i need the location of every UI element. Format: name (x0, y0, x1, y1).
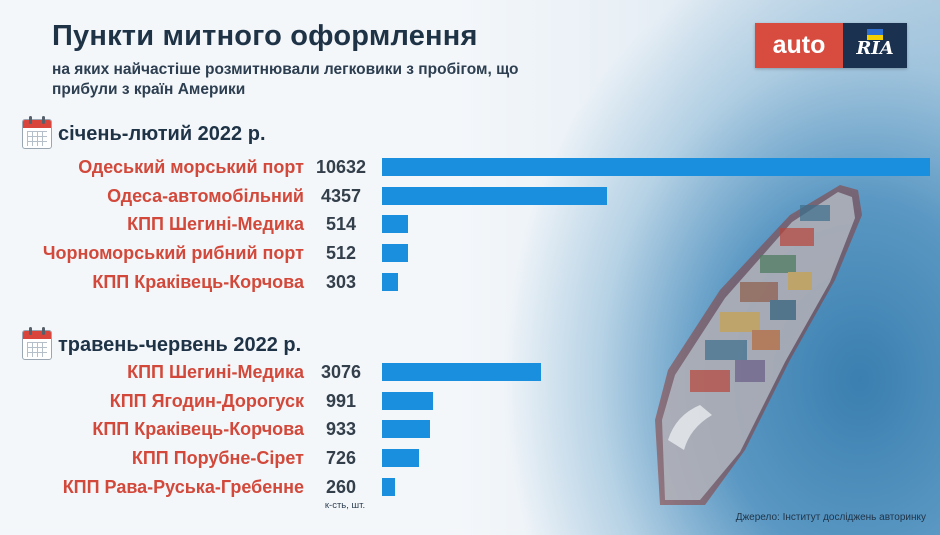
bar-category-label: Одеса-автомобільний (107, 185, 304, 206)
bar (382, 363, 541, 381)
bar-category-label: КПП Порубне-Сірет (131, 448, 304, 469)
bar-value-label: 514 (325, 214, 357, 235)
bar-category-label: Одеський морський порт (78, 157, 304, 177)
bar (382, 477, 396, 496)
bar (382, 391, 434, 410)
logo-ria-text: RIA (843, 23, 907, 68)
bar (382, 420, 431, 439)
bar-value-label: 4357 (320, 185, 362, 206)
bar-value-label: 10632 (315, 157, 367, 177)
bar-category-label: Чорноморський рибний порт (42, 243, 304, 264)
chart-title: Пункти митного оформлення (52, 20, 478, 52)
bar-value-label: 512 (325, 243, 357, 264)
bar-category-label: КПП Рава-Руська-Гребенне (62, 476, 304, 497)
bar-value-label: 933 (325, 419, 357, 440)
bar (382, 244, 409, 263)
source-note: Джерело: Інститут досліджень авторинку (735, 512, 926, 523)
bar-category-label: КПП Шегині-Медика (127, 214, 304, 235)
bar (382, 272, 398, 291)
calendar-icon (22, 327, 52, 360)
bar-category-label: КПП Шегині-Медика (127, 362, 304, 382)
bar-value-label: 726 (325, 448, 357, 469)
auto-ria-logo: auto RIA (755, 23, 907, 68)
ukraine-flag-icon (867, 29, 883, 40)
chart-subtitle: на яких найчастіше розмитнювали легковик… (52, 61, 519, 98)
bar-category-label: КПП Краківець-Корчова (92, 271, 304, 292)
section-title-jan-feb: січень-лютий 2022 р. (58, 122, 266, 145)
bar-category-label: КПП Ягодин-Дорогуск (109, 390, 304, 411)
bar-value-label: 260 (325, 476, 357, 497)
section-header-may-jun: травень-червень 2022 р. (22, 327, 302, 360)
logo-ria-label: RIA (856, 38, 894, 59)
logo-auto-text: auto (755, 23, 843, 68)
bar (382, 186, 607, 205)
bar (382, 215, 409, 234)
bar-value-label: 3076 (320, 362, 362, 382)
section-title-may-jun: травень-червень 2022 р. (58, 333, 302, 356)
bar (382, 158, 930, 176)
bar-value-label: 991 (325, 390, 357, 411)
bar (382, 449, 420, 468)
section-header-jan-feb: січень-лютий 2022 р. (22, 116, 266, 149)
bar-category-label: КПП Краківець-Корчова (92, 419, 304, 440)
calendar-icon (22, 116, 52, 149)
bar-value-label: 303 (325, 271, 357, 292)
unit-note: к-сть, шт. (324, 500, 366, 511)
